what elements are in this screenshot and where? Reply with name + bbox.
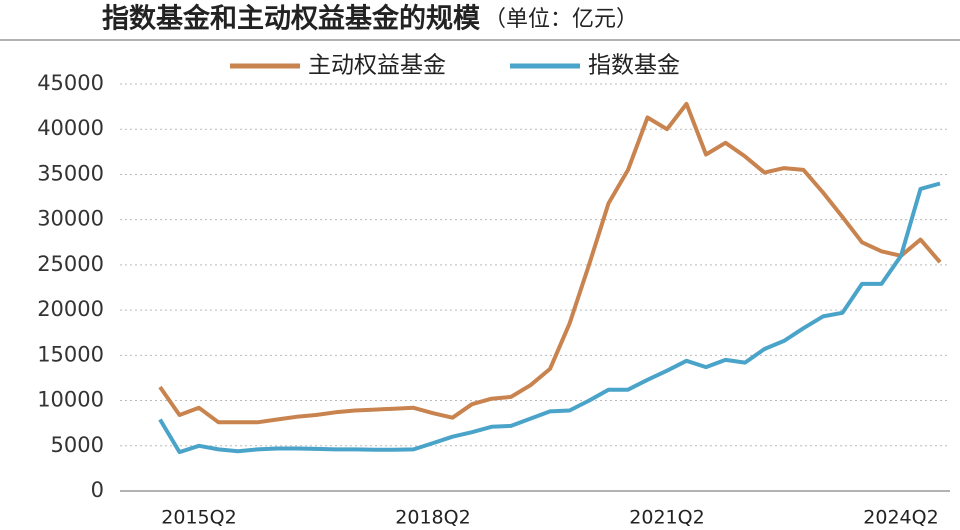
y-tick-label: 20000 — [37, 297, 104, 321]
x-tick-label: 2021Q2 — [629, 507, 704, 529]
y-tick-label: 0 — [91, 478, 104, 502]
series-line — [158, 181, 941, 455]
x-tick-label: 2018Q2 — [395, 507, 470, 529]
chart-subtitle: （单位：亿元） — [484, 7, 638, 32]
x-tick-label: 2015Q2 — [161, 507, 236, 529]
chart-title: 指数基金和主动权益基金的规模 — [102, 3, 480, 35]
y-tick-label: 30000 — [37, 207, 104, 231]
y-tick-label: 10000 — [37, 388, 104, 412]
y-tick-label: 35000 — [37, 161, 104, 185]
legend-label: 主动权益基金 — [308, 53, 446, 79]
legend-label: 指数基金 — [588, 53, 680, 79]
x-tick-label: 2024Q2 — [863, 507, 938, 529]
y-tick-label: 25000 — [37, 252, 104, 276]
series-line — [158, 101, 942, 425]
y-tick-label: 40000 — [37, 116, 104, 140]
y-tick-label: 15000 — [37, 342, 104, 366]
y-tick-label: 45000 — [37, 71, 104, 95]
y-tick-label: 5000 — [51, 433, 104, 457]
